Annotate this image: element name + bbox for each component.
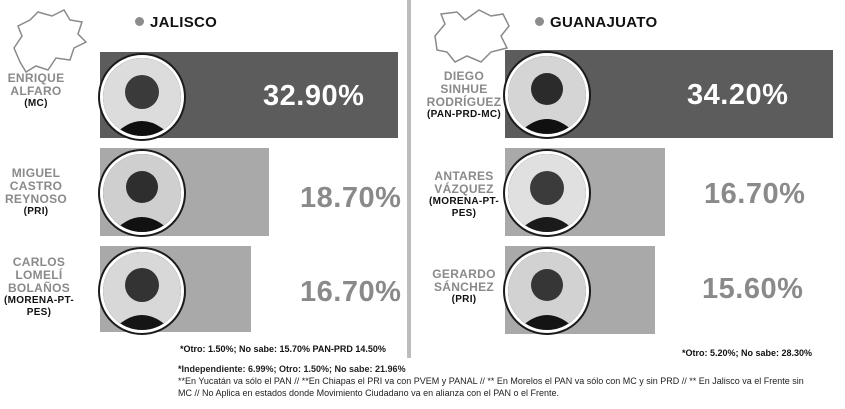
- guanajuato-map-icon: [434, 9, 510, 63]
- note: *Otro: 5.20%; No sabe: 28.30%: [682, 348, 813, 358]
- percent-label: 16.70%: [300, 276, 402, 308]
- note: *Otro: 1.50%; No sabe: 15.70% PAN-PRD 14…: [180, 344, 386, 354]
- percent-label: 32.90%: [263, 80, 365, 112]
- jalisco-map-icon: [13, 9, 88, 74]
- candidate-name: CARLOS LOMELÍ BOLAÑOS (MORENA-PT-PES): [4, 255, 74, 319]
- candidate-name: ANTARES VÁZQUEZ (MORENA-PT-PES): [429, 169, 499, 220]
- candidate-name: ENRIQUE ALFARO (MC): [7, 71, 65, 110]
- panel-divider: [407, 0, 411, 358]
- candidate-photo: [505, 151, 589, 235]
- candidate-photo: [100, 55, 184, 139]
- bullet-icon: [535, 17, 544, 26]
- footnote: *Independiente: 6.99%; Otro: 1.50%; No s…: [178, 364, 406, 374]
- footnote: **En Yucatán va sólo el PAN // **En Chia…: [178, 376, 804, 386]
- percent-label: 16.70%: [704, 178, 806, 210]
- candidate-photo: [100, 249, 184, 333]
- footnote: MC // No Aplica en estados donde Movimie…: [178, 388, 560, 398]
- jalisco-panel: JALISCO ENRIQUE ALFARO (MC) 32.90% MIGUE…: [0, 0, 405, 362]
- candidate-photo: [505, 249, 589, 333]
- state-title: GUANAJUATO: [535, 14, 657, 31]
- percent-label: 34.20%: [687, 79, 789, 111]
- candidate-name: DIEGO SINHUE RODRÍGUEZ (PAN-PRD-MC): [426, 69, 502, 121]
- percent-label: 15.60%: [702, 273, 804, 305]
- bullet-icon: [135, 17, 144, 26]
- guanajuato-panel: GUANAJUATO DIEGO SINHUE RODRÍGUEZ (PAN-P…: [417, 0, 845, 362]
- candidate-photo: [100, 151, 184, 235]
- state-title: JALISCO: [135, 14, 217, 31]
- candidate-name: GERARDO SÁNCHEZ (PRI): [432, 267, 496, 306]
- candidate-photo: [505, 53, 589, 137]
- candidate-name: MIGUEL CASTRO REYNOSO (PRI): [4, 166, 68, 218]
- percent-label: 18.70%: [300, 182, 402, 214]
